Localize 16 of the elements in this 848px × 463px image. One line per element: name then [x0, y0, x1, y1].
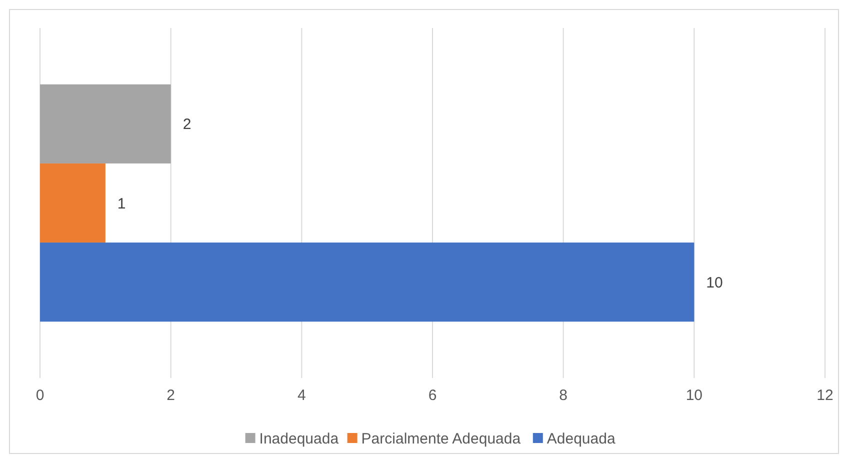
- x-tick-label: 6: [428, 387, 437, 404]
- legend-label: Adequada: [546, 430, 616, 448]
- data-label: 10: [706, 274, 723, 292]
- x-tick-label: 4: [297, 387, 306, 404]
- x-tick-label: 12: [816, 387, 834, 404]
- x-tick-label: 8: [559, 387, 568, 404]
- data-label: 2: [182, 116, 192, 134]
- x-tick-label: 0: [36, 387, 44, 404]
- bar: [40, 163, 106, 243]
- bar: [40, 242, 694, 322]
- x-tick-label: 10: [686, 387, 703, 404]
- legend-label: Inadequada: [259, 430, 340, 448]
- x-tick-label: 2: [166, 387, 176, 404]
- legend-label: Parcialmente Adequada: [361, 430, 522, 448]
- bar: [40, 84, 171, 164]
- data-label: 1: [117, 195, 126, 212]
